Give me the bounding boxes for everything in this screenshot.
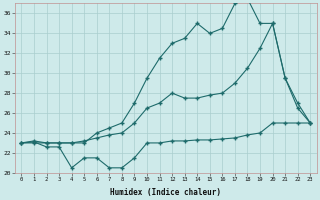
X-axis label: Humidex (Indice chaleur): Humidex (Indice chaleur): [110, 188, 221, 197]
